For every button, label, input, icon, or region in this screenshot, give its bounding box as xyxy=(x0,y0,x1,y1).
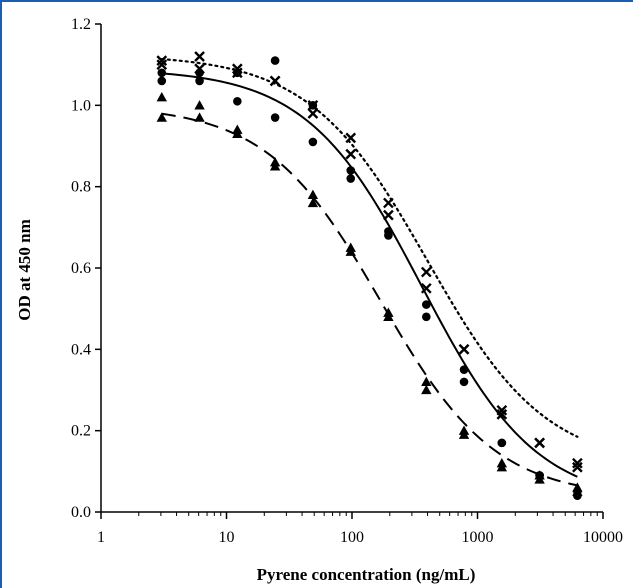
fit-curve-dashed xyxy=(161,112,578,487)
point-triangle xyxy=(307,197,319,208)
point-cross xyxy=(345,148,357,160)
point-circle xyxy=(459,365,469,374)
y-tick-label: 1.0 xyxy=(71,97,91,114)
point-triangle xyxy=(232,128,243,138)
y-tick-label: 1.2 xyxy=(71,16,91,33)
point-circle xyxy=(459,377,469,387)
point-circle xyxy=(384,231,393,240)
point-cross xyxy=(383,209,394,221)
x-tick-label: 10000 xyxy=(583,529,623,546)
point-triangle xyxy=(496,462,508,472)
point-circle xyxy=(422,300,431,309)
x-axis-title: Pyrene concentration (ng/mL) xyxy=(257,565,476,584)
point-triangle xyxy=(194,100,205,110)
point-triangle xyxy=(421,376,432,387)
point-cross xyxy=(496,409,508,420)
point-cross xyxy=(572,457,583,469)
point-circle xyxy=(195,76,204,86)
point-triangle xyxy=(307,189,319,199)
point-cross xyxy=(307,108,319,119)
point-triangle xyxy=(458,429,470,439)
point-circle xyxy=(233,68,242,78)
point-circle xyxy=(233,96,242,106)
point-triangle xyxy=(194,112,205,122)
y-tick-label: 0.0 xyxy=(71,504,91,521)
axes: 0.0 0.2 0.4 0.6 0.8 1.0 1.2 1 10 100 1000 10000 xyxy=(71,16,623,546)
point-cross xyxy=(345,132,357,144)
x-tick-label: 10 xyxy=(219,529,235,546)
y-axis-title: OD at 450 nm xyxy=(15,219,34,321)
point-cross xyxy=(156,55,168,66)
point-circle xyxy=(195,68,204,78)
point-cross xyxy=(572,461,583,473)
x-tick-label: 1000 xyxy=(462,529,494,546)
fit-curve-solid xyxy=(161,72,578,478)
point-cross xyxy=(496,404,508,416)
point-circle xyxy=(157,68,167,78)
point-cross xyxy=(534,437,545,449)
point-cross xyxy=(420,282,432,294)
y-tick-label: 0.2 xyxy=(71,423,91,440)
point-circle xyxy=(270,56,280,65)
point-circle xyxy=(308,101,318,110)
point-circle xyxy=(346,174,356,183)
point-triangle xyxy=(156,92,167,102)
point-cross xyxy=(156,59,168,71)
point-triangle xyxy=(345,246,356,256)
point-cross xyxy=(269,75,281,87)
y-tick-label: 0.6 xyxy=(71,260,91,277)
point-circle xyxy=(270,113,280,122)
point-cross xyxy=(194,51,205,62)
point-triangle xyxy=(534,474,545,484)
point-triangle xyxy=(383,311,394,321)
x-tick-label: 100 xyxy=(340,529,364,546)
point-triangle xyxy=(421,384,432,395)
point-triangle xyxy=(572,486,583,496)
point-circle xyxy=(422,312,431,322)
point-triangle xyxy=(269,161,281,171)
x-tick-label: 1 xyxy=(97,529,105,546)
y-tick-label: 0.4 xyxy=(71,341,91,358)
point-circle xyxy=(157,76,167,86)
data-points xyxy=(156,51,583,501)
point-circle xyxy=(346,166,356,175)
fit-curves xyxy=(160,58,579,487)
point-cross xyxy=(420,266,432,278)
point-cross xyxy=(383,197,394,209)
point-triangle xyxy=(156,112,167,122)
point-circle xyxy=(497,438,507,448)
point-cross xyxy=(458,343,470,355)
y-tick-label: 0.8 xyxy=(71,179,91,196)
fit-curve-dotted xyxy=(160,58,579,438)
point-circle xyxy=(308,137,318,147)
